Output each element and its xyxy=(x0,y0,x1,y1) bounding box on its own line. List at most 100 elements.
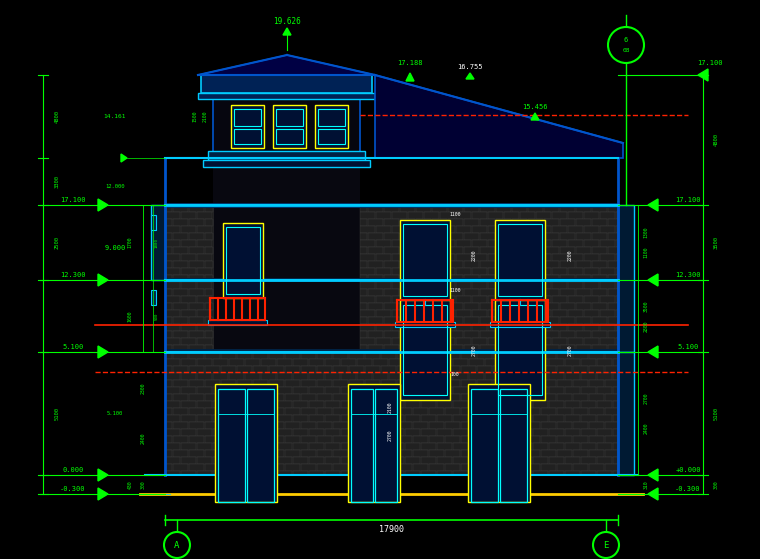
Bar xyxy=(368,247,383,253)
Bar xyxy=(424,282,439,288)
Bar xyxy=(181,359,196,366)
Bar xyxy=(429,380,444,386)
Bar xyxy=(360,219,367,225)
Bar xyxy=(221,450,236,457)
Bar xyxy=(181,457,196,463)
Bar xyxy=(541,408,556,415)
Polygon shape xyxy=(98,274,108,286)
Bar xyxy=(533,401,548,408)
Bar xyxy=(408,338,423,344)
Bar xyxy=(557,422,572,429)
Bar xyxy=(616,226,618,233)
Bar xyxy=(173,408,188,415)
Bar xyxy=(416,275,431,282)
Bar xyxy=(389,457,404,463)
Bar xyxy=(392,324,407,330)
Bar xyxy=(549,429,564,435)
Bar xyxy=(469,429,484,435)
Bar xyxy=(348,384,400,502)
Bar xyxy=(573,394,588,400)
Text: 3500: 3500 xyxy=(714,236,718,249)
Bar xyxy=(496,331,511,338)
Bar xyxy=(405,401,420,408)
Bar xyxy=(197,212,212,219)
Bar xyxy=(448,317,463,324)
Bar xyxy=(541,394,556,400)
Bar xyxy=(597,457,613,463)
Bar xyxy=(231,105,264,148)
Bar xyxy=(392,254,407,260)
Bar xyxy=(189,345,204,352)
Bar xyxy=(261,415,276,421)
Bar xyxy=(208,151,365,160)
Bar xyxy=(440,338,455,344)
Bar xyxy=(592,275,607,282)
Bar xyxy=(477,352,492,358)
Bar xyxy=(421,443,436,449)
Bar xyxy=(197,429,212,435)
Bar xyxy=(544,331,559,338)
Bar xyxy=(573,422,588,429)
Bar xyxy=(517,415,532,421)
Bar xyxy=(525,352,540,358)
Bar xyxy=(357,401,372,408)
Bar xyxy=(512,219,527,225)
Bar xyxy=(381,352,396,358)
Bar xyxy=(541,436,556,443)
Bar xyxy=(189,205,204,211)
Bar xyxy=(181,443,196,449)
Text: 2400: 2400 xyxy=(141,433,145,444)
Bar xyxy=(520,310,535,316)
Bar xyxy=(557,366,572,372)
Bar xyxy=(541,366,556,372)
Bar xyxy=(429,366,444,372)
Bar xyxy=(584,240,599,247)
Bar xyxy=(605,450,618,457)
Bar xyxy=(285,464,300,471)
Bar xyxy=(472,324,487,330)
Bar xyxy=(333,394,348,400)
Bar xyxy=(165,359,180,366)
Text: 2200: 2200 xyxy=(568,249,572,260)
Bar xyxy=(429,394,444,400)
Bar xyxy=(432,233,447,239)
Bar xyxy=(584,226,599,233)
Bar xyxy=(189,408,204,415)
Bar xyxy=(557,380,572,386)
Bar xyxy=(349,352,364,358)
Bar xyxy=(360,282,375,288)
Bar xyxy=(584,282,599,288)
Bar xyxy=(592,303,607,310)
Bar xyxy=(400,331,415,338)
Bar xyxy=(317,436,332,443)
Bar xyxy=(432,219,447,225)
Bar xyxy=(165,366,173,372)
Bar xyxy=(496,261,511,268)
Bar xyxy=(509,366,524,372)
Bar xyxy=(408,310,423,316)
Text: 2300: 2300 xyxy=(141,383,145,394)
Bar xyxy=(605,380,618,386)
Bar xyxy=(389,415,404,421)
Bar xyxy=(173,380,188,386)
Bar xyxy=(440,212,455,219)
Bar xyxy=(318,129,345,144)
Text: 3500: 3500 xyxy=(644,300,648,312)
Bar xyxy=(504,212,519,219)
Bar xyxy=(197,387,212,394)
Bar xyxy=(600,240,615,247)
Bar xyxy=(581,415,596,421)
Bar xyxy=(608,275,618,282)
Bar xyxy=(245,443,260,449)
Text: 2700: 2700 xyxy=(568,344,572,356)
Bar xyxy=(368,233,383,239)
Bar xyxy=(528,247,543,253)
Bar xyxy=(173,289,188,296)
Bar xyxy=(197,226,212,233)
Bar xyxy=(213,158,360,205)
Bar xyxy=(349,366,364,372)
Bar xyxy=(520,338,535,344)
Bar xyxy=(488,310,503,316)
Bar xyxy=(408,240,423,247)
Bar xyxy=(424,324,439,330)
